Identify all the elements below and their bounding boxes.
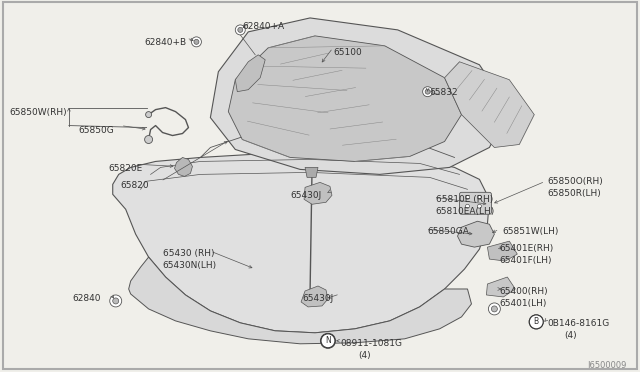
Text: 65430N(LH): 65430N(LH) (163, 261, 217, 270)
Text: 65850GA: 65850GA (428, 227, 470, 236)
FancyBboxPatch shape (460, 192, 492, 214)
Circle shape (425, 89, 430, 94)
Text: 65810E (RH): 65810E (RH) (436, 195, 493, 204)
Polygon shape (301, 286, 328, 307)
Polygon shape (228, 36, 461, 161)
Polygon shape (488, 241, 517, 261)
Circle shape (146, 112, 152, 118)
Circle shape (109, 295, 122, 307)
Text: 62840+A: 62840+A (243, 22, 284, 31)
Circle shape (422, 87, 433, 97)
Text: 65851W(LH): 65851W(LH) (502, 227, 559, 236)
Text: 65100: 65100 (333, 48, 362, 57)
Circle shape (191, 37, 202, 47)
Text: 65820: 65820 (121, 182, 149, 190)
Circle shape (477, 204, 481, 208)
Text: J6500009: J6500009 (588, 361, 627, 370)
Text: (4): (4) (564, 331, 577, 340)
Text: 65850W(RH): 65850W(RH) (9, 108, 67, 117)
Circle shape (477, 195, 481, 199)
Polygon shape (211, 18, 509, 174)
Text: 65430 (RH): 65430 (RH) (163, 249, 214, 258)
Text: 08911-1081G: 08911-1081G (340, 339, 402, 348)
Polygon shape (175, 157, 193, 176)
Circle shape (321, 333, 335, 348)
Polygon shape (129, 257, 472, 344)
Polygon shape (486, 277, 515, 297)
Circle shape (529, 315, 543, 329)
Polygon shape (445, 62, 534, 147)
Circle shape (321, 334, 335, 348)
Polygon shape (236, 55, 265, 92)
Circle shape (236, 25, 245, 35)
Circle shape (145, 135, 152, 144)
Text: 65832: 65832 (429, 88, 458, 97)
Text: 65400(RH): 65400(RH) (499, 287, 548, 296)
Circle shape (492, 306, 497, 312)
Text: 65850R(LH): 65850R(LH) (547, 189, 601, 198)
Polygon shape (305, 167, 318, 177)
Text: 65430J: 65430J (302, 294, 333, 303)
Polygon shape (113, 154, 490, 333)
Circle shape (238, 28, 243, 32)
Text: 62840+B: 62840+B (145, 38, 186, 47)
Text: 65401E(RH): 65401E(RH) (499, 244, 554, 253)
Text: N: N (325, 336, 331, 345)
Circle shape (488, 303, 500, 315)
Polygon shape (458, 221, 494, 247)
Text: (4): (4) (358, 351, 371, 360)
Text: 65430J: 65430J (290, 191, 321, 201)
Text: 65850O(RH): 65850O(RH) (547, 177, 603, 186)
Polygon shape (304, 182, 332, 204)
Text: B: B (534, 317, 539, 326)
Circle shape (529, 315, 543, 329)
Text: 65850G: 65850G (79, 126, 115, 135)
Circle shape (465, 204, 470, 208)
Text: 65820E: 65820E (109, 164, 143, 173)
Text: 65401(LH): 65401(LH) (499, 299, 547, 308)
Text: 62840: 62840 (73, 294, 101, 303)
Text: 65401F(LH): 65401F(LH) (499, 256, 552, 265)
Circle shape (194, 39, 199, 44)
Circle shape (465, 195, 470, 199)
Circle shape (113, 298, 118, 304)
Text: 65810EA(LH): 65810EA(LH) (436, 207, 495, 216)
Text: 0B146-8161G: 0B146-8161G (547, 319, 609, 328)
